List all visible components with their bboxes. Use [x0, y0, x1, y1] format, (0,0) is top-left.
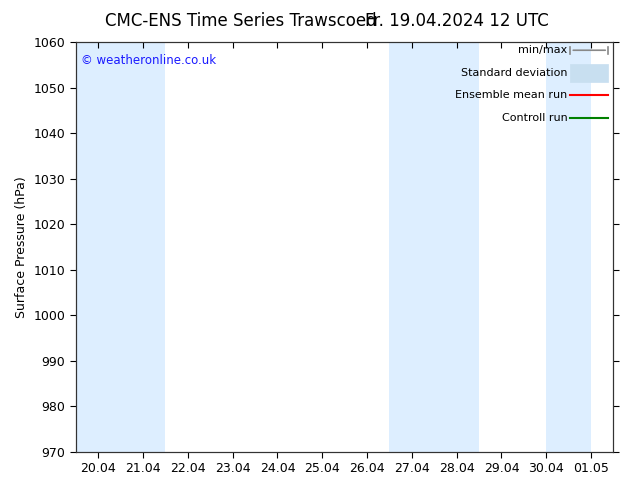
Text: Ensemble mean run: Ensemble mean run	[455, 90, 568, 100]
Bar	[389, 42, 479, 452]
Text: Controll run: Controll run	[502, 113, 568, 123]
Bar	[547, 42, 591, 452]
Y-axis label: Surface Pressure (hPa): Surface Pressure (hPa)	[15, 176, 28, 318]
Text: CMC-ENS Time Series Trawscoed: CMC-ENS Time Series Trawscoed	[105, 12, 377, 30]
FancyBboxPatch shape	[571, 64, 608, 82]
Text: © weatheronline.co.uk: © weatheronline.co.uk	[81, 54, 216, 67]
Text: Fr. 19.04.2024 12 UTC: Fr. 19.04.2024 12 UTC	[365, 12, 548, 30]
Text: Standard deviation: Standard deviation	[462, 68, 568, 78]
Text: min/max: min/max	[519, 45, 568, 55]
Bar	[76, 42, 165, 452]
